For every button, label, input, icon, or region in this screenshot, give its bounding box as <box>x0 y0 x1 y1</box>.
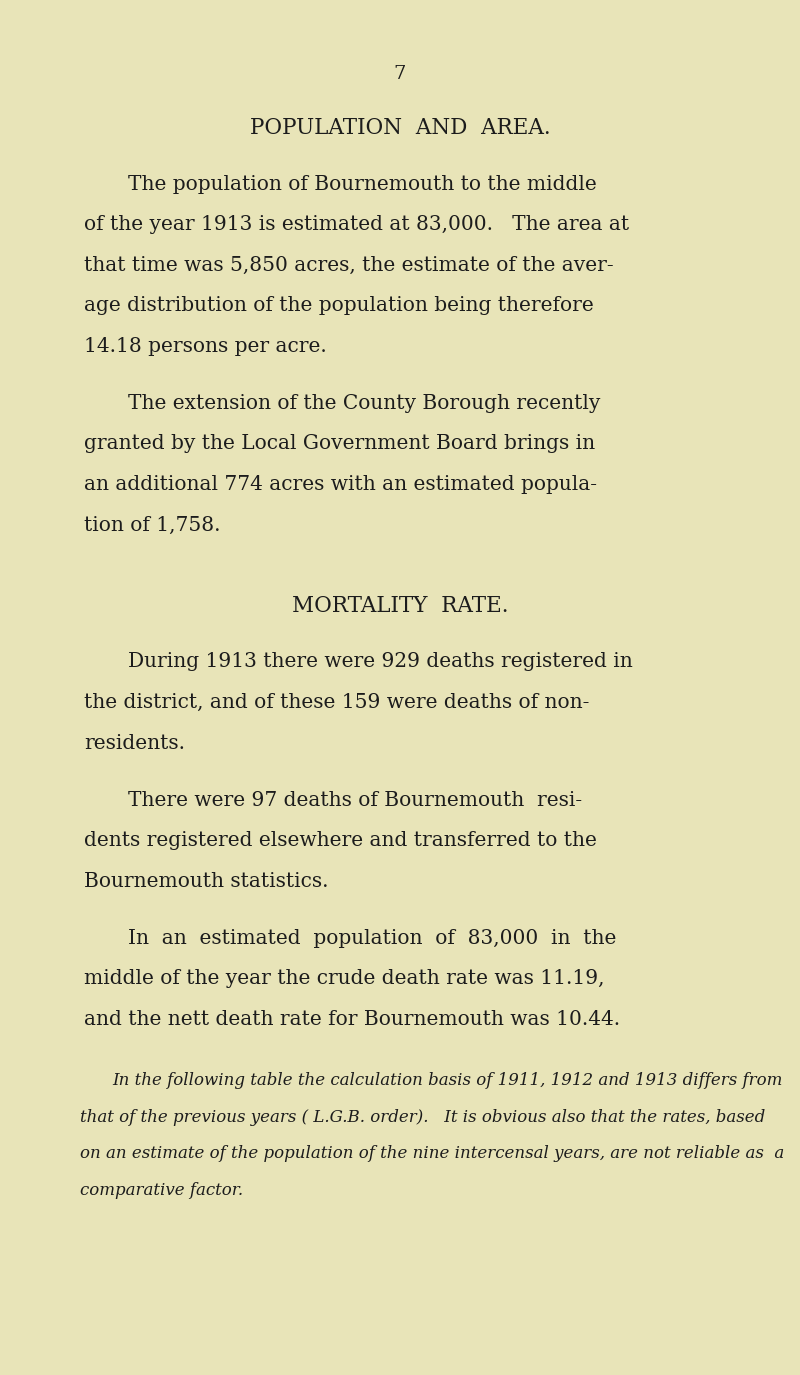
Text: Bournemouth statistics.: Bournemouth statistics. <box>84 872 329 891</box>
Text: granted by the Local Government Board brings in: granted by the Local Government Board br… <box>84 434 595 454</box>
Text: 14.18 persons per acre.: 14.18 persons per acre. <box>84 337 326 356</box>
Text: In  an  estimated  population  of  83,000  in  the: In an estimated population of 83,000 in … <box>128 928 616 947</box>
Text: that time was 5,850 acres, the estimate of the aver-: that time was 5,850 acres, the estimate … <box>84 256 614 275</box>
Text: middle of the year the crude death rate was 11.19,: middle of the year the crude death rate … <box>84 969 605 989</box>
Text: residents.: residents. <box>84 733 185 752</box>
Text: In the following table the calculation basis of 1911, 1912 and 1913 differs from: In the following table the calculation b… <box>112 1072 782 1089</box>
Text: During 1913 there were 929 deaths registered in: During 1913 there were 929 deaths regist… <box>128 652 633 671</box>
Text: on an estimate of the population of the nine intercensal years, are not reliable: on an estimate of the population of the … <box>80 1145 784 1162</box>
Text: The population of Bournemouth to the middle: The population of Bournemouth to the mid… <box>128 175 597 194</box>
Text: the district, and of these 159 were deaths of non-: the district, and of these 159 were deat… <box>84 693 590 712</box>
Text: that of the previous years ( L.G.B. order).   It is obvious also that the rates,: that of the previous years ( L.G.B. orde… <box>80 1108 766 1126</box>
Text: There were 97 deaths of Bournemouth  resi-: There were 97 deaths of Bournemouth resi… <box>128 791 582 810</box>
Text: 7: 7 <box>394 65 406 82</box>
Text: tion of 1,758.: tion of 1,758. <box>84 516 221 535</box>
Text: and the nett death rate for Bournemouth was 10.44.: and the nett death rate for Bournemouth … <box>84 1009 620 1028</box>
Text: age distribution of the population being therefore: age distribution of the population being… <box>84 297 594 315</box>
Text: an additional 774 acres with an estimated popula-: an additional 774 acres with an estimate… <box>84 474 597 494</box>
Text: MORTALITY  RATE.: MORTALITY RATE. <box>292 594 508 616</box>
Text: POPULATION  AND  AREA.: POPULATION AND AREA. <box>250 117 550 139</box>
Text: The extension of the County Borough recently: The extension of the County Borough rece… <box>128 395 600 412</box>
Text: comparative factor.: comparative factor. <box>80 1181 243 1199</box>
Text: of the year 1913 is estimated at 83,000.   The area at: of the year 1913 is estimated at 83,000.… <box>84 216 629 234</box>
Text: dents registered elsewhere and transferred to the: dents registered elsewhere and transferr… <box>84 830 597 850</box>
